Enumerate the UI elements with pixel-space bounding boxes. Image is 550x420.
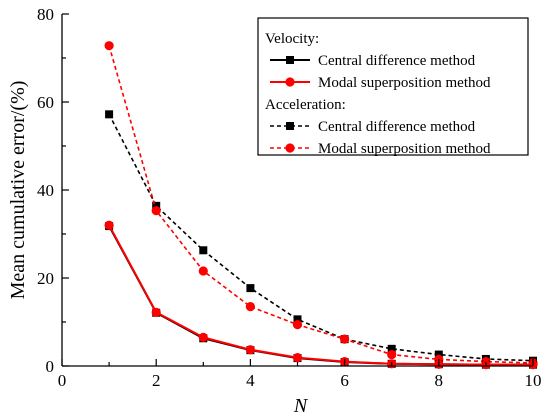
series-line-1 [108,224,533,366]
series-line-2 [108,113,534,362]
series-1 [104,220,538,370]
data-point [105,110,114,119]
data-point [292,353,303,363]
x-tick-label: 2 [152,371,161,390]
legend-marker [285,77,295,87]
data-point [199,246,208,255]
legend-entry: Modal superposition method [270,75,491,91]
x-axis-title: N [293,395,309,417]
y-tick-label: 0 [46,357,55,376]
x-tick-label: 0 [58,371,67,390]
legend-marker [285,143,295,153]
legend-group-title: Acceleration: [265,97,346,113]
data-point [151,206,161,216]
data-point [245,302,255,312]
data-point [434,350,443,359]
y-tick-label: 20 [37,269,54,288]
data-point [151,307,161,317]
y-tick-label: 80 [37,5,54,24]
x-tick-label: 8 [435,371,444,390]
series-line-0 [108,225,533,366]
legend-entry: Central difference method [270,119,476,135]
legend-label: Modal superposition method [318,141,491,157]
legend-label: Central difference method [318,119,476,135]
x-tick-label: 6 [340,371,349,390]
y-tick-label: 40 [37,181,54,200]
data-point [198,332,208,342]
data-point [293,315,302,324]
legend-marker [286,56,294,64]
x-tick-label: 4 [246,371,255,390]
data-point [245,345,255,355]
x-tick-label: 10 [525,371,542,390]
series-0 [105,222,537,369]
legend-label: Modal superposition method [318,75,491,91]
y-axis-title: Mean cumulative error/(%) [7,81,29,300]
legend-box [257,17,529,156]
legend-marker [286,122,294,130]
data-point [104,41,114,51]
data-point [104,220,114,230]
legend-group-title: Velocity: [265,31,319,47]
axes-layer: 0 2 4 6 8 10 0 20 40 60 80 N Mean cumulative error/(… [7,5,542,417]
legend: Velocity: Central difference method Modal … [257,17,529,157]
data-point [340,334,350,344]
data-point [198,266,208,276]
legend-entry: Central difference method [270,53,476,69]
data-point [246,284,255,293]
y-tick-label: 60 [37,93,54,112]
data-point [387,349,397,360]
legend-entry: Modal superposition method [270,141,491,157]
data-point [387,344,396,353]
legend-label: Central difference method [318,53,476,69]
data-point [152,201,161,210]
series-line-3 [108,45,534,364]
data-point [292,320,303,330]
